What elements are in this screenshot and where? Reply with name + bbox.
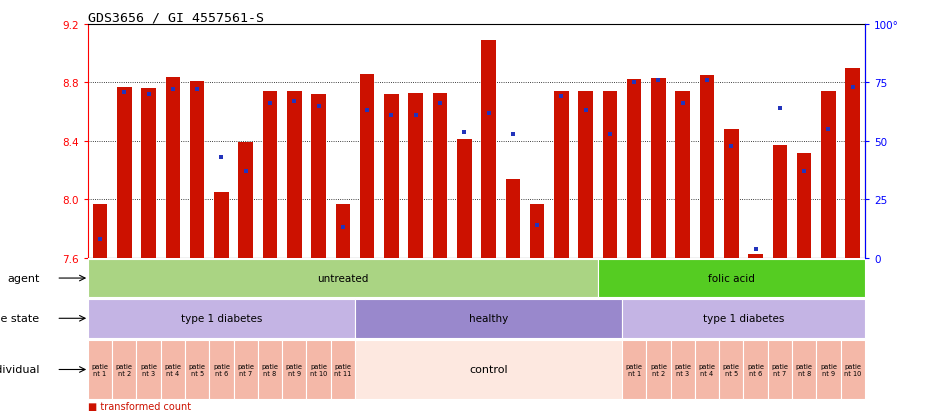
Bar	[166, 77, 180, 258]
Bar	[817, 340, 841, 399]
Bar	[647, 340, 671, 399]
Bar	[88, 340, 112, 399]
Bar	[185, 340, 209, 399]
Bar	[88, 299, 355, 338]
Bar	[457, 140, 472, 258]
Bar	[360, 74, 375, 258]
Bar	[384, 95, 399, 258]
Text: patie
nt 4: patie nt 4	[698, 363, 716, 376]
Text: GDS3656 / GI_4557561-S: GDS3656 / GI_4557561-S	[88, 11, 264, 24]
Text: patie
nt 9: patie nt 9	[820, 363, 837, 376]
Bar	[117, 88, 131, 258]
Text: patie
nt 4: patie nt 4	[165, 363, 181, 376]
Bar	[233, 340, 258, 399]
Text: patie
nt 10: patie nt 10	[844, 363, 861, 376]
Text: individual: individual	[0, 365, 39, 375]
Bar	[720, 340, 744, 399]
Text: patie
nt 11: patie nt 11	[334, 363, 352, 376]
Text: agent: agent	[7, 273, 39, 283]
Bar	[768, 340, 792, 399]
Bar	[258, 340, 282, 399]
Bar	[772, 146, 787, 258]
Text: control: control	[469, 365, 508, 375]
Bar	[409, 93, 423, 258]
Text: disease state: disease state	[0, 313, 39, 323]
Bar	[622, 299, 865, 338]
Bar	[845, 69, 860, 258]
Bar	[554, 92, 569, 258]
Text: type 1 diabetes: type 1 diabetes	[180, 313, 262, 323]
Bar	[287, 92, 302, 258]
Bar	[433, 93, 448, 258]
Bar	[190, 82, 204, 258]
Text: type 1 diabetes: type 1 diabetes	[703, 313, 784, 323]
Bar	[699, 76, 714, 258]
Text: patie
nt 6: patie nt 6	[747, 363, 764, 376]
Bar	[530, 204, 545, 258]
Bar	[263, 92, 278, 258]
Bar	[355, 299, 622, 338]
Bar	[306, 340, 331, 399]
Text: patie
nt 5: patie nt 5	[189, 363, 205, 376]
Bar	[744, 340, 768, 399]
Bar	[748, 254, 763, 258]
Bar	[651, 79, 666, 258]
Text: patie
nt 2: patie nt 2	[650, 363, 667, 376]
Bar	[675, 92, 690, 258]
Text: patie
nt 1: patie nt 1	[625, 363, 643, 376]
Text: folic acid: folic acid	[708, 273, 755, 283]
Bar	[671, 340, 695, 399]
Bar	[92, 204, 107, 258]
Text: patie
nt 7: patie nt 7	[771, 363, 788, 376]
Bar	[695, 340, 720, 399]
Bar	[336, 204, 350, 258]
Bar	[311, 95, 326, 258]
Bar	[841, 340, 865, 399]
Text: patie
nt 5: patie nt 5	[722, 363, 740, 376]
Bar	[282, 340, 306, 399]
Bar	[481, 41, 496, 258]
Bar	[598, 259, 865, 298]
Text: ■ transformed count: ■ transformed count	[88, 401, 191, 411]
Text: healthy: healthy	[469, 313, 508, 323]
Text: patie
nt 3: patie nt 3	[140, 363, 157, 376]
Bar	[161, 340, 185, 399]
Bar	[214, 192, 228, 258]
Bar	[331, 340, 355, 399]
Text: patie
nt 1: patie nt 1	[92, 363, 108, 376]
Bar	[505, 180, 520, 258]
Bar	[355, 340, 622, 399]
Text: patie
nt 3: patie nt 3	[674, 363, 691, 376]
Bar	[603, 92, 617, 258]
Text: patie
nt 7: patie nt 7	[237, 363, 254, 376]
Bar	[239, 143, 253, 258]
Bar	[627, 80, 642, 258]
Text: patie
nt 2: patie nt 2	[116, 363, 133, 376]
Text: patie
nt 8: patie nt 8	[796, 363, 813, 376]
Text: patie
nt 10: patie nt 10	[310, 363, 327, 376]
Bar	[578, 92, 593, 258]
Text: patie
nt 9: patie nt 9	[286, 363, 302, 376]
Text: patie
nt 8: patie nt 8	[262, 363, 278, 376]
Bar	[792, 340, 817, 399]
Text: patie
nt 6: patie nt 6	[213, 363, 230, 376]
Bar	[821, 92, 836, 258]
Bar	[112, 340, 137, 399]
Text: untreated: untreated	[317, 273, 368, 283]
Bar	[137, 340, 161, 399]
Bar	[724, 130, 738, 258]
Bar	[622, 340, 647, 399]
Bar	[209, 340, 233, 399]
Bar	[796, 153, 811, 258]
Bar	[88, 259, 598, 298]
Bar	[142, 89, 155, 258]
